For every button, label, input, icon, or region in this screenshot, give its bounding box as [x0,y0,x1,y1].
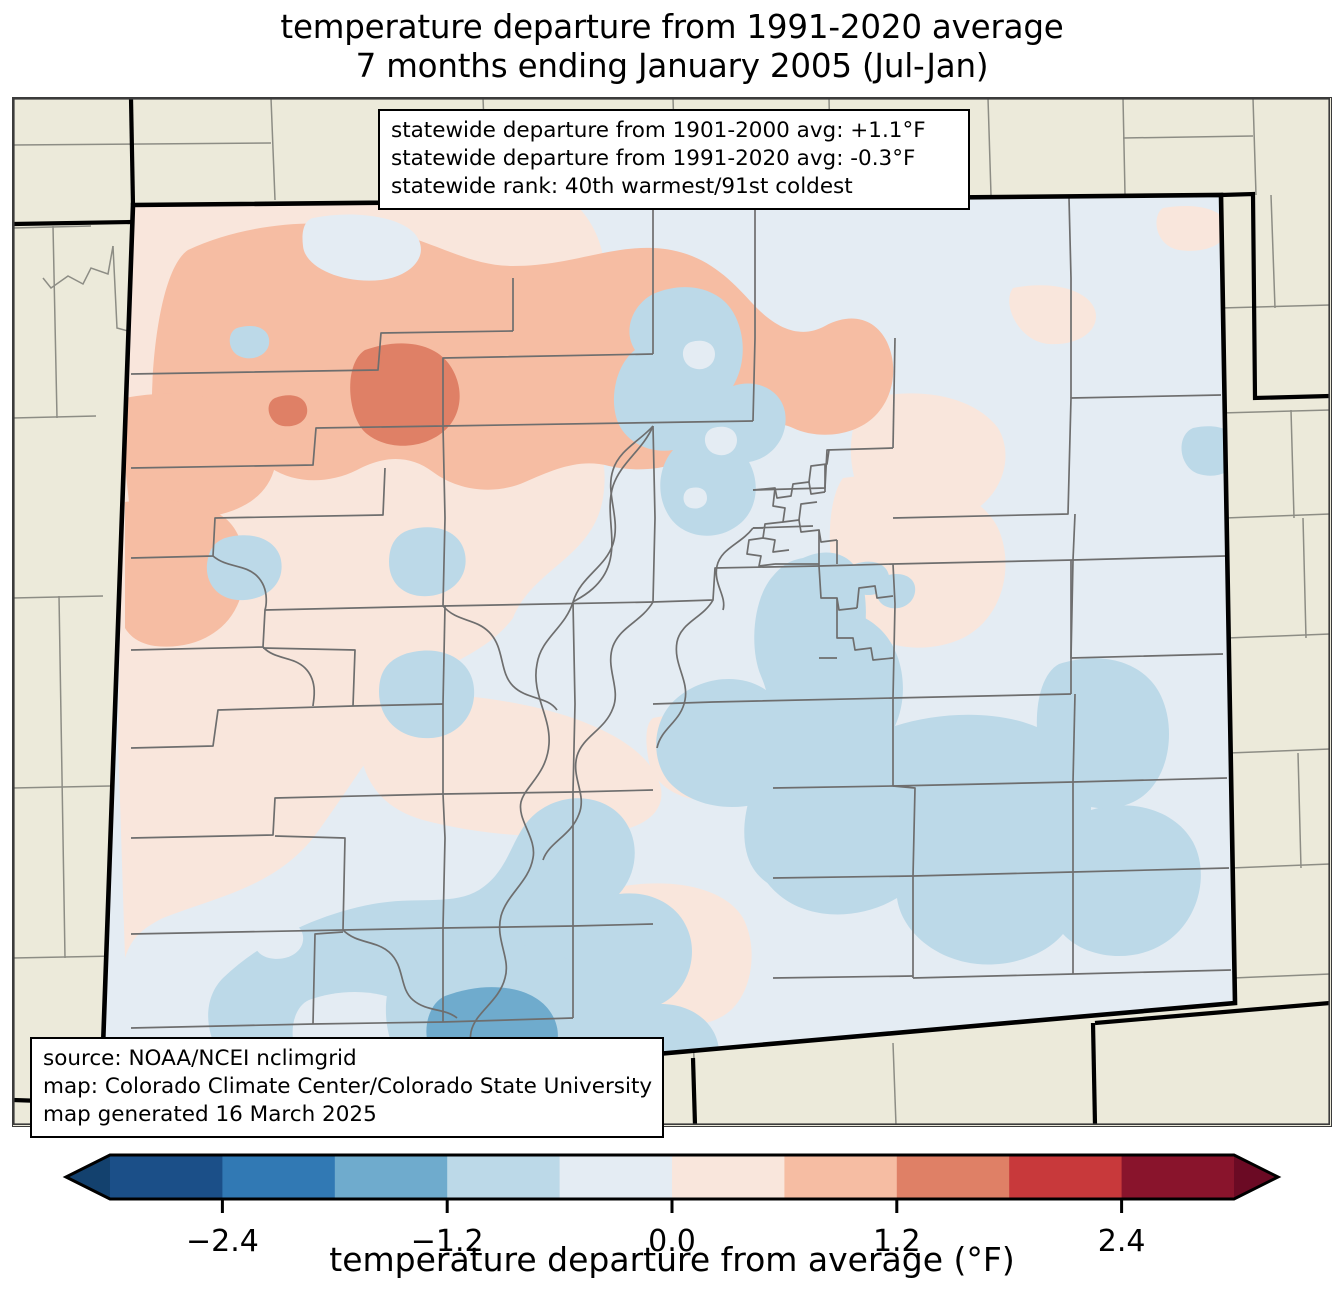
anomaly-cool-blue-mountain-hole-b [704,426,737,456]
map-frame [12,97,1332,1127]
source-attribution-box: source: NOAA/NCEI nclimgrid map: Colorad… [30,1037,664,1138]
colorbar-band-9 [1121,1155,1235,1199]
colorbar-tick-label-3: 1.2 [873,1224,921,1259]
anomaly-cool-blue-west-central [389,527,466,597]
anomaly-warm-pale-patch-c [1156,206,1228,251]
colorbar: −2.4 −1.2 0.0 1.2 2.4 [0,1143,1344,1299]
colorbar-band-7 [896,1155,1010,1199]
colorbar-band-8 [1009,1155,1123,1199]
anomaly-cool-blue-front-range [744,552,866,892]
anomaly-cool-sw-hole-b [252,920,304,959]
source-generated-date: map generated 16 March 2025 [43,1101,377,1127]
map-border [13,98,1330,1125]
anomaly-cool-blue-north-mountains [613,287,786,536]
anomaly-cool-blue-northeast-lobe [1036,658,1169,809]
anomaly-warm-pale-east-metro [829,475,1006,648]
colorbar-tick-label-0: −2.4 [186,1224,259,1259]
colorbar-under-arrow [66,1155,110,1199]
neighbor-state-borders [13,98,1330,1125]
colorado-county-lines [130,197,1232,1095]
stats-departure-1901-2000: statewide departure from 1901-2000 avg: … [391,118,926,143]
colorbar-svg: −2.4 −1.2 0.0 1.2 2.4 [62,1153,1282,1259]
temperature-anomaly-field [101,195,1235,1103]
colorbar-band-6 [784,1155,898,1199]
colorbar-band-3 [447,1155,561,1199]
page-title: temperature departure from 1991-2020 ave… [0,8,1344,86]
anomaly-warm-orange-speck [268,395,308,427]
anomaly-warm-salmon-far-west [123,393,277,519]
colorbar-band-4 [559,1155,673,1199]
statewide-stats-box: statewide departure from 1901-2000 avg: … [378,109,970,210]
anomaly-cool-speck-c [229,325,270,359]
source-map-author: map: Colorado Climate Center/Colorado St… [43,1073,653,1099]
anomaly-cool-blue-mountain-hole-a [682,340,715,370]
colorbar-over-arrow [1234,1155,1278,1199]
colorbar-tick-label-1: −1.2 [411,1224,484,1259]
stats-rank: statewide rank: 40th warmest/91st coldes… [391,173,853,199]
anomaly-warm-pale-patch-b [1009,285,1096,345]
anomaly-warm-salmon-west-strip [125,499,246,647]
colorado-temperature-anomaly-map [13,98,1330,1125]
colorbar-ticks: −2.4 −1.2 0.0 1.2 2.4 [186,1199,1145,1259]
anomaly-cool-speck-d [302,214,421,281]
colorbar-outline [62,1153,1282,1201]
title-line-1: temperature departure from 1991-2020 ave… [280,8,1064,46]
colorbar-band-5 [672,1155,785,1199]
source-data: source: NOAA/NCEI nclimgrid [43,1046,357,1071]
anomaly-cool-speck-b [876,573,916,609]
colorbar-band-0 [110,1155,223,1199]
colorbar-tick-label-4: 2.4 [1098,1224,1146,1259]
colorbar-frame [62,1153,1282,1201]
colorbar-tick-label-2: 0.0 [648,1224,696,1259]
stats-departure-1991-2020: statewide departure from 1991-2020 avg: … [391,145,916,171]
colorbar-band-2 [334,1155,448,1199]
anomaly-cool-blue-gunnison [379,650,475,739]
title-line-2: 7 months ending January 2005 (Jul-Jan) [355,47,989,85]
colorbar-bands [66,1155,1278,1199]
colorbar-axis-label: temperature departure from average (°F) [329,1240,1015,1279]
colorbar-band-1 [222,1155,336,1199]
anomaly-cool-blue-mountain-hole-c [683,487,707,509]
